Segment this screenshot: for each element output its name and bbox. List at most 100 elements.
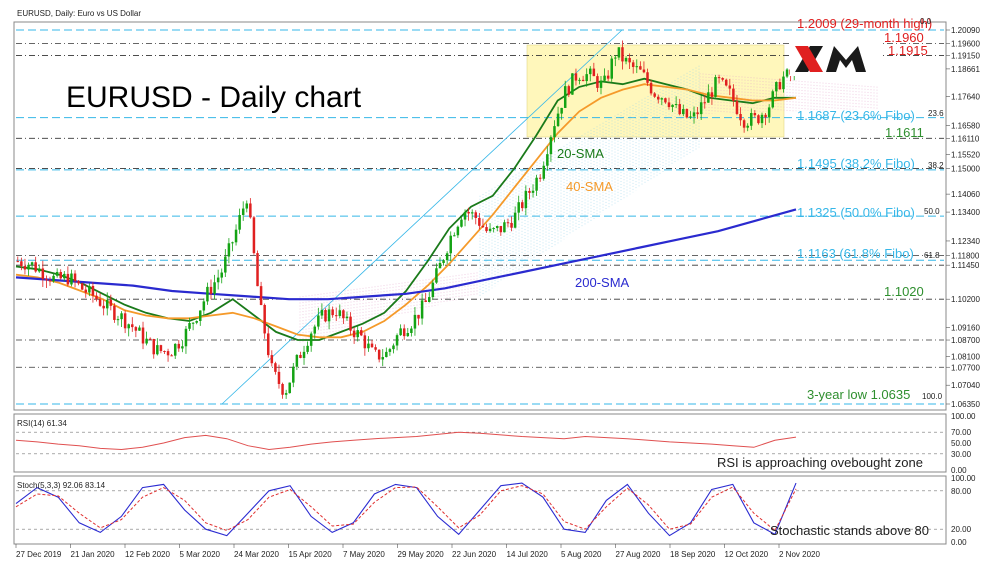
rsi-tick-label: 100.00 bbox=[951, 412, 976, 421]
stoch-label: Stoch(5,3,3) 92.06 83.14 bbox=[17, 481, 106, 490]
candle-body bbox=[710, 92, 714, 97]
price-tick-label: 1.08100 bbox=[951, 352, 980, 361]
candle-body bbox=[367, 343, 370, 349]
rsi-panel bbox=[13, 413, 947, 473]
candle-body bbox=[166, 351, 170, 356]
candle-body bbox=[742, 120, 746, 128]
candle-body bbox=[646, 72, 649, 83]
fibo-trendline bbox=[221, 29, 623, 405]
candle-body bbox=[495, 226, 499, 229]
candle-body bbox=[266, 333, 270, 356]
candle-body bbox=[760, 114, 764, 124]
ma-line-20-sma bbox=[15, 77, 796, 341]
candle-body bbox=[767, 107, 771, 118]
candle-body bbox=[631, 62, 635, 67]
candle-body bbox=[385, 351, 388, 358]
candle-body bbox=[338, 310, 342, 316]
rsi-note: RSI is approaching ovebought zone bbox=[717, 455, 923, 470]
candle-body bbox=[410, 328, 413, 333]
price-tick-label: 1.18661 bbox=[951, 65, 980, 74]
candle-body bbox=[299, 354, 302, 358]
rsi-tick-label: 70.00 bbox=[951, 428, 972, 437]
candle-body bbox=[105, 299, 109, 309]
candle-body bbox=[284, 393, 288, 395]
candle-body bbox=[721, 78, 724, 80]
candle-body bbox=[581, 79, 585, 82]
candle-body bbox=[513, 212, 517, 228]
rsi-tick-label: 50.00 bbox=[951, 439, 972, 448]
candle-body bbox=[202, 301, 206, 311]
candle-body bbox=[664, 98, 667, 103]
candle-body bbox=[717, 77, 721, 79]
candle-body bbox=[288, 382, 291, 394]
candle-body bbox=[177, 343, 181, 349]
candle-body bbox=[334, 315, 338, 317]
candle-body bbox=[406, 332, 410, 337]
ma-line-200-sma bbox=[15, 208, 797, 301]
candle-body bbox=[453, 235, 456, 237]
candle-body bbox=[252, 217, 256, 254]
date-axis: 27 Dec 2019 21 Jan 2020 12 Feb 2020 5 Mar 2… bbox=[15, 544, 820, 559]
candle-body bbox=[431, 282, 435, 298]
candle-body bbox=[699, 102, 703, 115]
candle-body bbox=[220, 272, 223, 278]
candle-body bbox=[614, 57, 617, 59]
candle-body bbox=[606, 75, 610, 79]
candle-body bbox=[510, 222, 513, 228]
candle-body bbox=[152, 339, 156, 355]
candle-body bbox=[707, 92, 710, 103]
candle-body bbox=[131, 324, 134, 328]
label-40-sma: 40-SMA bbox=[566, 179, 613, 194]
fibo-level-500: 50.0 bbox=[924, 207, 940, 216]
candle-body bbox=[660, 98, 664, 100]
candle-body bbox=[395, 335, 399, 346]
date-tick-label: 22 Jun 2020 bbox=[452, 550, 497, 559]
candle-body bbox=[639, 66, 642, 70]
candle-body bbox=[199, 310, 202, 321]
candle-body bbox=[20, 261, 23, 267]
date-tick-label: 24 Mar 2020 bbox=[234, 550, 279, 559]
candle-body bbox=[73, 273, 77, 282]
candle-body bbox=[538, 177, 542, 179]
candle-body bbox=[52, 275, 55, 282]
candle-body bbox=[156, 345, 159, 355]
candle-body bbox=[571, 73, 574, 95]
annotation-fibo-236: 1.1687 (23.6% Fibo) bbox=[797, 108, 915, 123]
candle-body bbox=[377, 349, 381, 360]
candle-body bbox=[356, 330, 359, 338]
candle-body bbox=[524, 190, 528, 209]
candle-body bbox=[682, 108, 685, 115]
candle-body bbox=[270, 355, 274, 364]
candle-body bbox=[256, 253, 259, 287]
candle-body bbox=[488, 228, 492, 232]
candle-body bbox=[535, 177, 538, 191]
candle-body bbox=[392, 345, 395, 350]
candle-body bbox=[170, 355, 173, 357]
candle-body bbox=[309, 333, 313, 346]
rsi-indicator: 100.00 70.00 50.00 30.00 0.00 bbox=[15, 412, 976, 475]
stoch-tick-label: 80.00 bbox=[951, 487, 972, 496]
candle-body bbox=[342, 310, 345, 319]
stoch-tick-label: 100.00 bbox=[951, 474, 976, 483]
candle-body bbox=[692, 112, 696, 117]
candle-body bbox=[363, 335, 367, 349]
price-tick-label: 1.19150 bbox=[951, 52, 980, 61]
candle-body bbox=[671, 104, 674, 108]
candle-body bbox=[460, 219, 463, 227]
candle-body bbox=[113, 305, 116, 320]
level-1020: 1.1020 bbox=[884, 284, 924, 299]
candle-body bbox=[456, 226, 460, 236]
candle-body bbox=[27, 264, 30, 270]
candle-body bbox=[227, 243, 231, 257]
candle-body bbox=[234, 229, 238, 243]
candle-body bbox=[567, 86, 571, 95]
candle-body bbox=[649, 82, 653, 94]
rsi-line bbox=[15, 431, 797, 451]
candle-body bbox=[474, 212, 478, 218]
candle-body bbox=[420, 300, 424, 319]
candle-body bbox=[349, 316, 352, 331]
candle-body bbox=[302, 351, 306, 358]
candle-body bbox=[728, 85, 732, 89]
candle-body bbox=[63, 273, 66, 279]
candle-body bbox=[34, 262, 37, 272]
